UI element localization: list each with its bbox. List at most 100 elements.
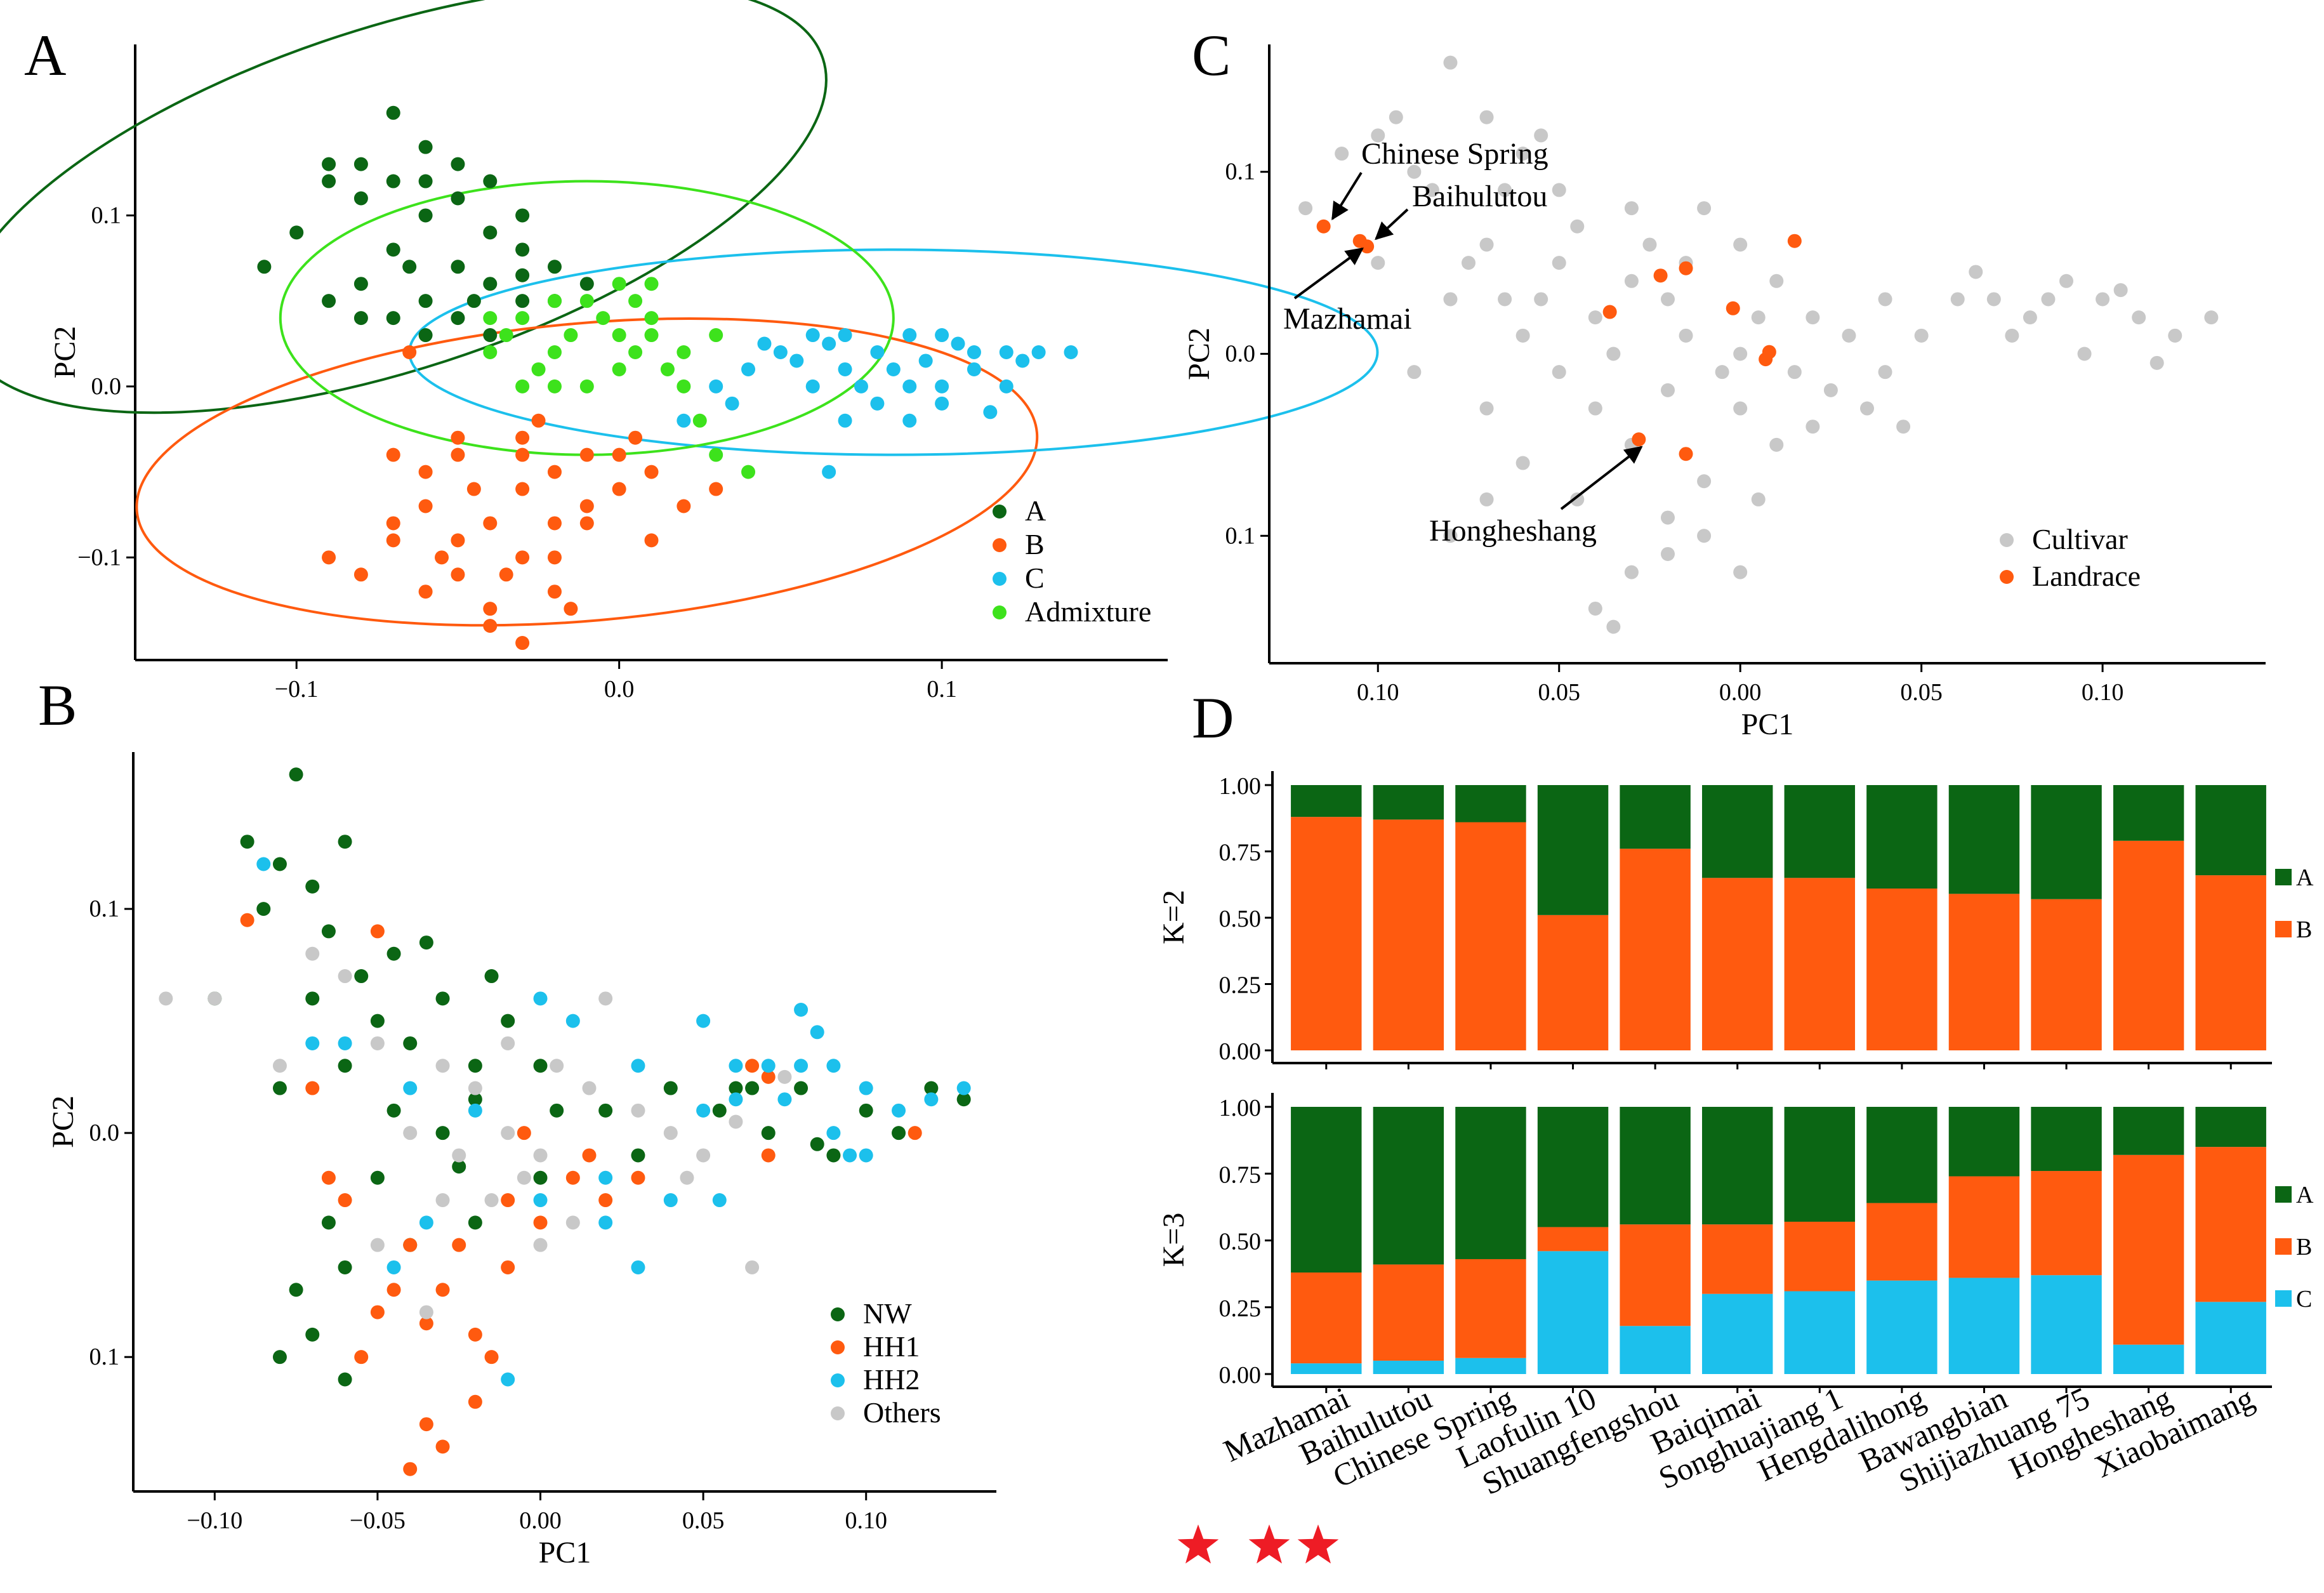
point-admixture (483, 345, 498, 359)
point-a (579, 277, 594, 291)
point-others (631, 1103, 645, 1118)
point-cultivar (1588, 310, 1602, 325)
bar-segment-b (1784, 878, 1856, 1050)
point-landrace (1653, 268, 1668, 283)
point-cultivar (1733, 401, 1748, 416)
point-c (1031, 345, 1046, 359)
bar-segment-a (1620, 1107, 1691, 1225)
point-admixture (596, 311, 611, 326)
point-nw (321, 1215, 336, 1230)
point-hh1 (403, 1462, 418, 1476)
point-admixture (644, 311, 659, 326)
point-c (951, 336, 965, 351)
point-cultivar (2149, 355, 2164, 370)
stars (1177, 1524, 1339, 1564)
point-cultivar (1697, 201, 1712, 216)
point-cultivar (2132, 310, 2146, 325)
point-admixture (547, 379, 562, 393)
point-a (483, 225, 498, 240)
point-cultivar (2168, 328, 2182, 343)
point-c (902, 379, 917, 393)
y-tick-label: 0.50 (1219, 906, 1262, 932)
point-b (418, 585, 433, 599)
point-c (999, 345, 1013, 359)
bar-segment-a (1537, 1107, 1609, 1227)
panel-label-a: A (24, 23, 66, 88)
point-a (353, 311, 368, 326)
point-hh2 (419, 1215, 433, 1230)
scatter-panel-c: 0.10 0.05 0.00 0.05 0.10 0.1 0.0 0.1 PC2 PC1 Culti… (1182, 44, 2266, 741)
point-cultivar (1986, 292, 2001, 307)
point-c (741, 362, 756, 376)
point-nw (745, 1081, 760, 1095)
point-cultivar (1697, 529, 1712, 543)
point-hh1 (435, 1439, 450, 1454)
point-nw (272, 1081, 287, 1095)
y-tick-label: 0.0 (91, 373, 122, 400)
point-hh2 (598, 1215, 613, 1230)
point-a (289, 225, 304, 240)
point-admixture (677, 345, 691, 359)
point-admixture (628, 294, 643, 308)
legend-label-nw: NW (863, 1297, 912, 1330)
point-b (709, 482, 723, 496)
point-cultivar (1606, 347, 1621, 361)
point-a (418, 140, 433, 154)
point-b (418, 499, 433, 513)
legend-label-hh1: HH1 (863, 1330, 920, 1363)
point-cultivar (1407, 164, 1422, 179)
point-nw (956, 1092, 971, 1107)
point-b (564, 602, 578, 616)
y-tick-label: 0.1 (1225, 159, 1256, 185)
point-others (550, 1059, 564, 1073)
point-cultivar (1733, 237, 1748, 252)
point-hh2 (729, 1092, 743, 1107)
point-others (565, 1215, 580, 1230)
point-b (418, 465, 433, 479)
point-a (257, 260, 272, 274)
legend-swatch-a (2275, 869, 2292, 885)
point-nw (419, 935, 433, 950)
legend-marker-landrace (2000, 570, 2014, 584)
point-b (451, 533, 465, 548)
point-others (370, 1238, 385, 1252)
point-c (918, 354, 933, 368)
point-others (305, 946, 320, 961)
point-hh2 (843, 1148, 857, 1163)
point-admixture (579, 379, 594, 393)
point-cultivar (1661, 292, 1675, 307)
point-cultivar (1335, 147, 1349, 161)
legend-label-b: B (2296, 916, 2312, 943)
point-hh2 (598, 1170, 613, 1185)
point-cultivar (2204, 310, 2219, 325)
bar-segment-c (1455, 1358, 1526, 1374)
point-cultivar (1624, 274, 1639, 288)
scatter-panel-b: −0.10 −0.05 0.00 0.05 0.100.10.00.1PC2PC1NWH… (46, 752, 996, 1570)
point-admixture (612, 277, 626, 291)
point-nw (663, 1081, 678, 1095)
point-hh2 (712, 1193, 727, 1208)
bar-segment-c (1537, 1251, 1609, 1374)
point-others (370, 1036, 385, 1050)
x-tick-label: 0.00 (1719, 679, 1762, 706)
point-admixture (709, 447, 723, 462)
point-hh2 (924, 1092, 939, 1107)
point-others (533, 1148, 548, 1163)
point-c (677, 413, 691, 428)
legend-marker-nw (831, 1307, 845, 1321)
point-hh2 (696, 1103, 711, 1118)
point-cultivar (1515, 328, 1530, 343)
point-hh2 (696, 1014, 711, 1028)
panel-label-d: D (1192, 685, 1234, 750)
point-cultivar (1552, 256, 1566, 270)
point-c (805, 379, 820, 393)
arrow-chinese-spring (1331, 171, 1363, 221)
point-cultivar (1534, 292, 1548, 307)
point-nw (435, 1126, 450, 1140)
point-hh1 (354, 1350, 369, 1365)
bar-segment-b (1537, 915, 1609, 1050)
point-b (547, 465, 562, 479)
point-hh1 (598, 1193, 613, 1208)
point-nw (550, 1103, 564, 1118)
